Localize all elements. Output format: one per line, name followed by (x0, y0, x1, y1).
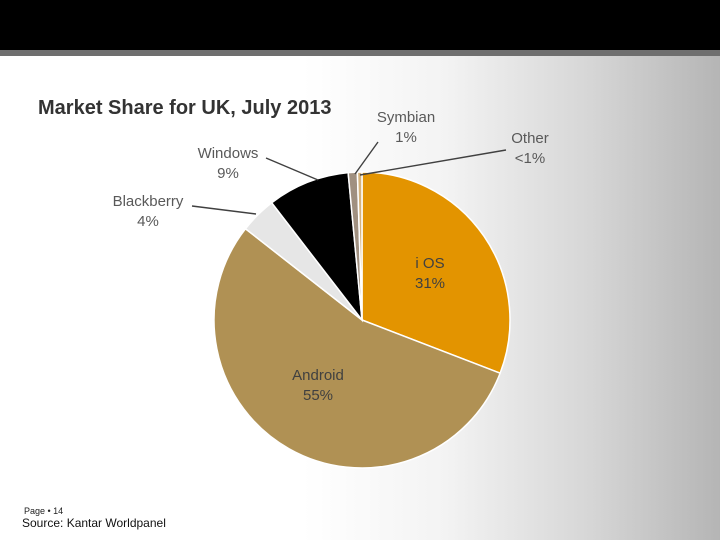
pie-slices (213, 171, 511, 469)
slice-value-other: <1% (515, 150, 545, 167)
leader-line-symbian (354, 141, 379, 175)
page-number: Page • 14 (24, 506, 64, 516)
leader-line-windows (265, 157, 319, 181)
slice-label-android: Android (292, 367, 344, 384)
leader-lines (191, 141, 507, 215)
slide-top-rule (0, 50, 720, 56)
slice-label-windows: Windows (198, 145, 259, 162)
pie-slice-android (213, 227, 502, 469)
slice-label-other: Other (511, 130, 549, 147)
pie-slice-other (356, 171, 363, 321)
slice-value-windows: 9% (217, 165, 239, 182)
slice-value-blackberry: 4% (137, 213, 159, 230)
pie-slice-ios (361, 171, 511, 375)
slice-value-android: 55% (303, 387, 333, 404)
source-note: Source: Kantar Worldpanel (22, 516, 166, 530)
leader-line-other (359, 149, 507, 176)
slice-value-symbian: 1% (395, 129, 417, 146)
slice-labels: i OS 31% Android 55% Blackberry 4% Windows 9% Sy… (113, 109, 549, 404)
slice-label-symbian: Symbian (377, 109, 435, 126)
slice-label-blackberry: Blackberry (113, 193, 184, 210)
leader-line-blackberry (191, 205, 257, 215)
slice-value-ios: 31% (415, 275, 445, 292)
pie-slice-windows (270, 171, 363, 323)
slide-top-bar (0, 0, 720, 50)
slice-label-ios: i OS (415, 255, 444, 272)
chart-title: Market Share for UK, July 2013 (38, 97, 331, 119)
